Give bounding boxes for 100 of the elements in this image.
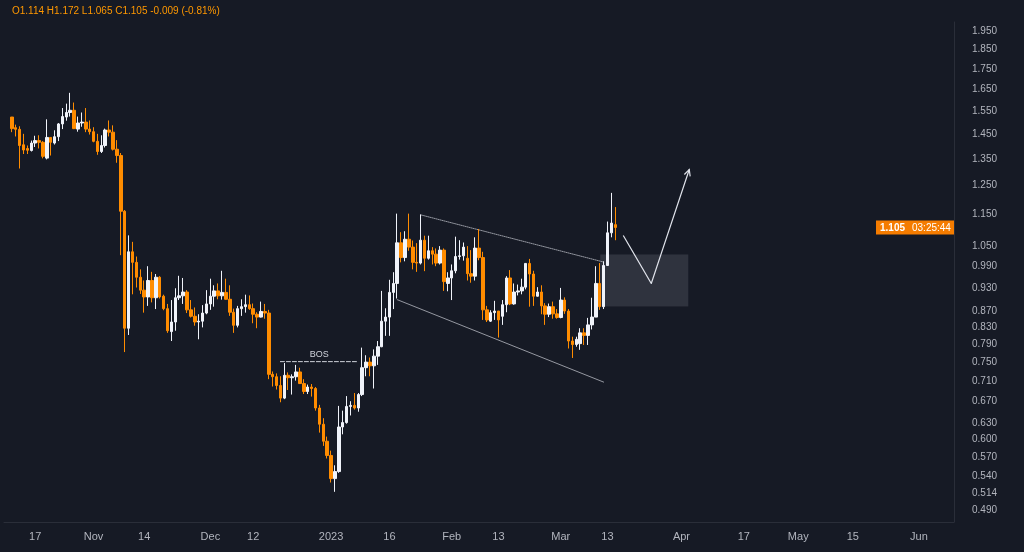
candlestick xyxy=(80,112,84,128)
y-tick-label: 0.540 xyxy=(972,469,998,481)
candlestick xyxy=(244,294,247,314)
candlestick xyxy=(462,242,465,262)
x-tick-label: May xyxy=(787,529,810,542)
candlestick xyxy=(547,303,551,318)
x-tick-label: Apr xyxy=(672,529,691,542)
y-tick-label: 0.830 xyxy=(972,321,998,333)
annotation: BOS xyxy=(309,349,329,360)
candlestick xyxy=(72,102,76,130)
candlestick xyxy=(466,245,469,282)
x-tick-label: 15 xyxy=(846,529,859,542)
candlestick xyxy=(493,300,496,321)
x-tick-label: 17 xyxy=(29,529,42,542)
candlestick xyxy=(427,235,430,261)
candlestick xyxy=(353,392,356,411)
x-tick-label: 16 xyxy=(383,529,396,542)
candlestick xyxy=(150,271,154,303)
candlestick xyxy=(181,277,185,305)
candlestick xyxy=(399,231,403,263)
candlestick xyxy=(131,241,134,295)
candlestick xyxy=(469,249,473,284)
y-tick-label: 1.050 xyxy=(972,239,998,251)
x-tick-label: 12 xyxy=(247,529,260,542)
x-tick-label: Feb xyxy=(442,529,462,542)
x-tick-label: 13 xyxy=(492,529,505,542)
candlestick xyxy=(76,116,80,133)
y-tick-label: 1.950 xyxy=(972,25,998,37)
candlestick xyxy=(423,235,426,272)
y-tick-label: 1.650 xyxy=(972,83,998,95)
candlestick xyxy=(283,362,286,400)
x-tick-label: Dec xyxy=(200,529,221,542)
y-tick-label: 1.250 xyxy=(972,179,998,191)
text: O1.114 H1.172 L1.065 C1.105 -0.009 (-0.81%) xyxy=(12,4,220,16)
candlestick xyxy=(497,310,500,339)
y-tick-label: 1.750 xyxy=(972,62,998,74)
candlestick xyxy=(30,140,33,152)
candlestick xyxy=(614,206,617,241)
y-tick-label: 0.990 xyxy=(972,260,998,271)
y-tick-label: 0.490 xyxy=(972,503,998,515)
x-tick-label: 17 xyxy=(737,529,750,542)
candlestick xyxy=(419,214,422,265)
candlestick xyxy=(18,125,21,170)
candlestick xyxy=(49,136,52,157)
candlestick xyxy=(368,357,372,377)
y-tick-label: 0.570 xyxy=(972,451,998,463)
candlestick xyxy=(259,301,263,318)
candlestick xyxy=(146,265,150,307)
candlestick xyxy=(220,270,224,301)
y-tick-label: 1.450 xyxy=(972,127,998,139)
candlestick xyxy=(473,236,477,282)
x-tick-label: 14 xyxy=(138,529,151,542)
candlestick xyxy=(434,247,438,267)
x-tick-label: Nov xyxy=(83,529,104,542)
candlestick xyxy=(216,282,220,300)
y-tick-label: 0.790 xyxy=(972,338,998,350)
y-tick-label: 1.550 xyxy=(972,104,998,116)
y-tick-label: 1.350 xyxy=(972,152,998,164)
candlestick xyxy=(559,287,563,319)
candlestick xyxy=(598,262,601,311)
y-tick-label: 0.600 xyxy=(972,433,998,445)
annotation: 03:25:44 xyxy=(912,221,952,233)
candlestick xyxy=(84,107,88,133)
candlestick xyxy=(33,135,37,148)
candlestick xyxy=(442,247,446,292)
candlestick xyxy=(286,371,290,391)
candlestick xyxy=(68,92,72,118)
candlestick xyxy=(185,289,189,314)
candlestick xyxy=(279,375,282,403)
candlestick xyxy=(154,273,158,310)
x-tick-label: 2023 xyxy=(318,529,344,542)
x-tick-label: 13 xyxy=(601,529,614,542)
candlestick xyxy=(10,116,14,133)
y-tick-label: 0.870 xyxy=(972,304,998,316)
y-tick-label: 0.630 xyxy=(972,416,998,428)
candlestick xyxy=(45,118,49,160)
candlestick xyxy=(508,269,512,306)
candlestick xyxy=(438,245,442,265)
x-tick-label: Jun xyxy=(910,529,928,542)
candlestick xyxy=(524,262,527,290)
candlestick xyxy=(415,242,418,273)
candlestick xyxy=(209,278,212,311)
y-tick-label: 0.710 xyxy=(972,375,998,387)
candlestick xyxy=(127,234,130,336)
candlestick xyxy=(403,230,407,262)
y-tick-label: 0.670 xyxy=(972,395,998,407)
candlestick xyxy=(306,384,309,395)
candlestick xyxy=(582,327,586,346)
candlestick xyxy=(536,286,539,298)
y-tick-label: 0.750 xyxy=(972,356,998,368)
x-tick-label: Mar xyxy=(551,529,571,542)
candlestick xyxy=(551,301,555,320)
y-tick-label: 0.930 xyxy=(972,281,998,293)
y-tick-label: 1.850 xyxy=(972,43,998,55)
candlestick xyxy=(528,258,531,308)
candlestick xyxy=(578,327,582,351)
candlestick xyxy=(512,282,516,306)
candlestick xyxy=(431,246,434,265)
y-tick-label: 1.150 xyxy=(972,208,998,220)
y-tick-label: 0.514 xyxy=(972,486,998,498)
